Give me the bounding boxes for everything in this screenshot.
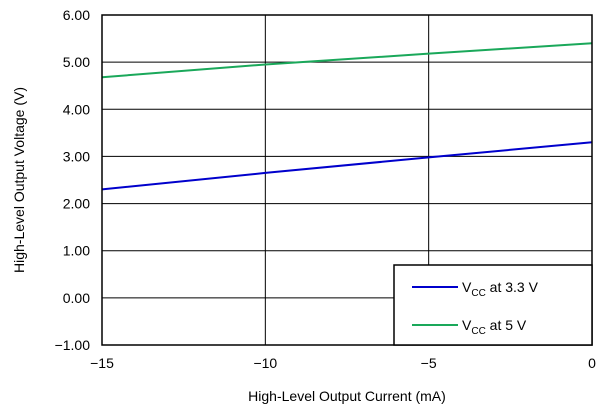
y-tick-label: 0.00 [63, 290, 90, 306]
y-axis-label: High-Level Output Voltage (V) [11, 87, 27, 273]
y-tick-label: 3.00 [63, 148, 90, 164]
series-line [101, 42, 593, 79]
x-tick-label: 0 [588, 355, 596, 371]
plot-frame [101, 14, 593, 346]
y-tick-labels: −1.00 0.00 1.00 2.00 3.00 4.00 5.00 6.00 [55, 7, 91, 353]
series-line [101, 141, 593, 191]
y-tick-label: 1.00 [63, 243, 90, 259]
x-tick-labels: −15 −10 −5 0 [90, 355, 596, 371]
series-layer [101, 42, 593, 191]
x-tick-label: −10 [253, 355, 277, 371]
y-tick-label: 4.00 [63, 101, 90, 117]
x-axis-label: High-Level Output Current (mA) [248, 388, 446, 404]
legend: VCC at 3.3 V VCC at 5 V [393, 264, 593, 346]
legend-box [393, 264, 593, 346]
y-tick-label: 5.00 [63, 54, 90, 70]
y-tick-label: 6.00 [63, 7, 90, 23]
x-tick-label: −15 [90, 355, 114, 371]
x-tick-label: −5 [421, 355, 437, 371]
y-tick-label: −1.00 [55, 337, 91, 353]
legend-label: VCC at 3.3 V [462, 279, 539, 299]
y-tick-label: 2.00 [63, 196, 90, 212]
legend-label: VCC at 5 V [462, 317, 527, 337]
